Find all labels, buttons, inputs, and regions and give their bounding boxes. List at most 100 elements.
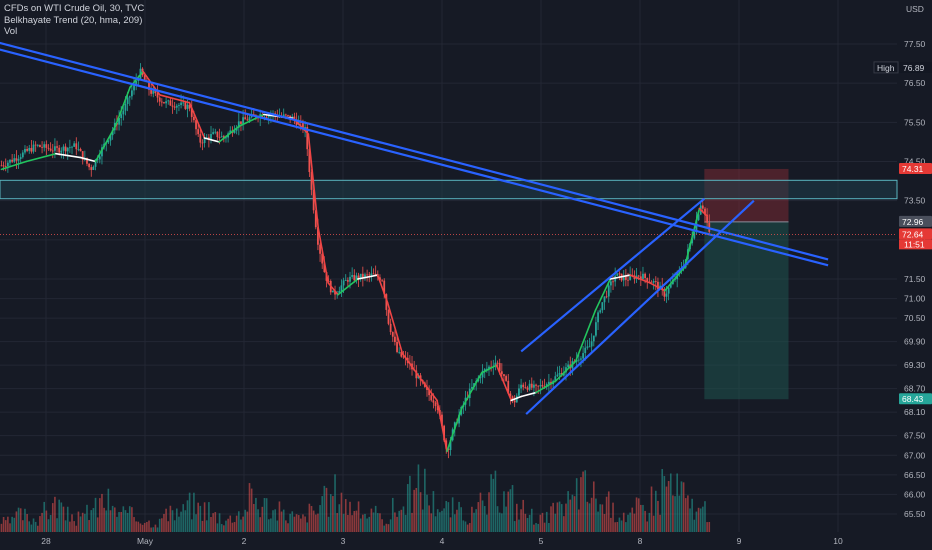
high-value: 76.89 [903, 63, 925, 73]
candle-body [210, 134, 212, 140]
time-tick-label: 8 [638, 536, 643, 546]
candle-body [500, 371, 503, 375]
candle-body [167, 100, 170, 102]
candle-body [524, 387, 527, 388]
volume-bar [231, 522, 234, 532]
volume-bar [704, 501, 706, 532]
legend-indicator[interactable]: Belkhayate Trend (20, hma, 209) [4, 14, 143, 26]
legend-volume[interactable]: Vol [4, 26, 18, 37]
volume-bar [477, 502, 480, 532]
candle-body [160, 101, 163, 103]
volume-bar [310, 506, 313, 532]
volume-bar [257, 509, 259, 532]
volume-bar [229, 515, 232, 532]
candle-body [312, 189, 315, 211]
volume-bar [494, 470, 497, 532]
volume-bar [552, 502, 554, 532]
volume-bar [235, 515, 238, 532]
candle-body [218, 137, 221, 138]
candle-body [704, 208, 706, 215]
legend-symbol[interactable]: CFDs on WTI Crude Oil, 30, TVC [4, 3, 145, 14]
price-tick-label: 76.50 [904, 78, 926, 88]
candle-body [657, 281, 659, 290]
candle-body [357, 275, 360, 280]
volume-bar [445, 500, 448, 532]
volume-bar [146, 521, 148, 532]
short-position-tool[interactable] [704, 168, 789, 400]
candle-body [178, 105, 180, 106]
hma-segment [460, 372, 483, 410]
candle-body [287, 115, 289, 117]
volume-bar [612, 502, 614, 532]
volume-bar [603, 514, 606, 532]
volume-bar [530, 508, 533, 532]
stop-tag: 74.31 [902, 164, 924, 174]
candle-body [79, 149, 82, 152]
candle-body [338, 290, 341, 294]
volume-bars [0, 464, 711, 532]
volume-bar [695, 511, 698, 532]
candle-body [436, 406, 439, 411]
volume-bar [458, 501, 460, 532]
entry-tag: 72.96 [902, 217, 924, 227]
volume-bar [69, 521, 71, 532]
hma-segment [510, 395, 523, 402]
volume-bar [597, 511, 599, 532]
volume-bar [558, 501, 561, 532]
volume-bar [197, 502, 199, 532]
zone-rect [0, 179, 898, 200]
candle-body [394, 336, 396, 342]
volume-bar [430, 513, 433, 532]
candle-body [152, 90, 155, 94]
candle-body [306, 127, 309, 150]
volume-bar [308, 503, 311, 532]
price-axis[interactable]: USD77.5076.5075.5074.5073.5072.5071.5071… [904, 4, 926, 519]
volume-bar [541, 512, 544, 532]
candle-body [556, 374, 559, 377]
trendline [525, 199, 755, 415]
volume-bar [334, 474, 336, 532]
drawn-trendlines[interactable] [0, 41, 829, 415]
volume-bar [141, 524, 144, 532]
volume-bar [122, 506, 125, 532]
volume-bar [143, 522, 146, 532]
volume-bar [687, 495, 689, 532]
candle-body [364, 274, 366, 278]
volume-bar [109, 510, 112, 532]
candle-body [235, 127, 238, 131]
candle-body [644, 273, 647, 279]
hma-segment [649, 282, 666, 292]
candle-body [372, 273, 375, 275]
time-axis[interactable]: 28 May 2 3 4 5 8 9 10 [41, 536, 843, 546]
candle-body [387, 309, 390, 324]
price-tick-label: 77.50 [904, 39, 926, 49]
volume-bar [460, 507, 463, 532]
candle-body [133, 83, 135, 91]
volume-bar [165, 508, 167, 532]
candle-body [49, 148, 52, 151]
candle-body [165, 101, 168, 104]
volume-bar [84, 513, 86, 532]
candle-body [130, 90, 133, 97]
volume-bar [689, 508, 691, 532]
candle-body [453, 422, 456, 430]
volume-bar [400, 509, 403, 532]
volume-bar [389, 519, 392, 532]
volume-bar [682, 482, 685, 532]
volume-bar [167, 521, 170, 532]
volume-bar [413, 489, 415, 532]
volume-bar [385, 523, 388, 532]
volume-bar [64, 520, 67, 532]
candle-body [265, 117, 268, 118]
candle-body [520, 384, 522, 389]
volume-bar [411, 512, 413, 532]
candle-body [669, 284, 672, 288]
volume-bar [216, 523, 219, 532]
candle-body [618, 273, 621, 275]
volume-bar [66, 506, 69, 532]
resistance-zone[interactable] [0, 179, 898, 200]
candle-body [334, 290, 336, 295]
volume-bar [404, 514, 407, 532]
volume-bar [633, 513, 636, 532]
